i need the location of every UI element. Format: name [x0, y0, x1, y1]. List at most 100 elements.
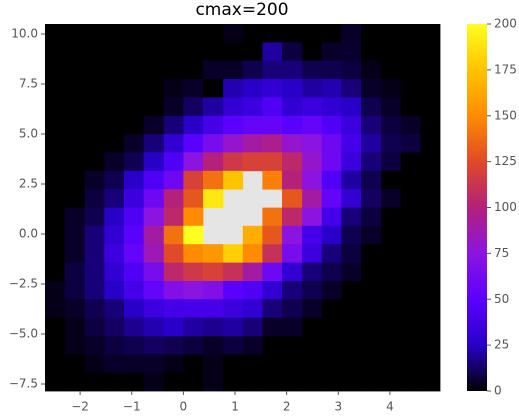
heat-cell: [183, 152, 204, 172]
heat-cell: [45, 281, 66, 300]
heat-cell: [124, 152, 145, 172]
heat-cell: [282, 152, 303, 172]
heat-cell: [242, 354, 263, 373]
heat-cell: [84, 42, 105, 61]
heat-cell: [84, 152, 105, 172]
colorbar-tick-label: 25: [494, 338, 509, 352]
heat-cell: [223, 79, 244, 98]
heat-cell: [64, 115, 86, 135]
heat-cell: [183, 170, 204, 190]
heat-cell: [400, 79, 421, 98]
x-tick-label: 1: [231, 400, 239, 414]
heat-cell: [361, 262, 382, 282]
heat-cell: [84, 225, 105, 245]
heat-cell: [381, 336, 402, 355]
heat-cell: [143, 152, 165, 172]
heat-cell: [45, 225, 66, 245]
heat-cell: [183, 24, 204, 43]
heat-cell: [242, 152, 263, 172]
heat-cell: [203, 97, 224, 117]
heat-cell: [143, 170, 165, 190]
heat-cell: [124, 262, 145, 282]
heat-cell: [341, 152, 362, 172]
heat-cell: [282, 79, 303, 98]
heat-cell: [104, 170, 125, 190]
heat-cell: [223, 244, 244, 263]
heat-cell: [420, 170, 441, 190]
heat-cell: [84, 97, 105, 117]
heat-cell: [45, 317, 66, 337]
heat-cell: [381, 189, 402, 208]
heat-cell: [361, 372, 382, 392]
heat-cell: [45, 207, 66, 227]
heat-cell: [282, 42, 303, 61]
heat-cell: [45, 336, 66, 355]
heat-cell: [223, 97, 244, 117]
heat-cell: [420, 97, 441, 117]
heat-cell: [183, 317, 204, 337]
heat-cell: [341, 79, 362, 98]
heat-cell: [183, 207, 204, 227]
heat-cell: [400, 189, 421, 208]
x-tick-label: −2: [71, 400, 89, 414]
heat-cell: [381, 244, 402, 263]
heat-cell: [420, 244, 441, 263]
heat-cell: [124, 299, 145, 318]
heat-cell: [262, 24, 283, 43]
heat-cell: [163, 189, 184, 208]
heat-cell: [84, 24, 105, 43]
heat-cell: [381, 24, 402, 43]
heat-cell: [420, 225, 441, 245]
heat-cell: [341, 115, 362, 135]
heat-cell: [282, 207, 303, 227]
heat-cell: [223, 317, 244, 337]
heat-cell: [321, 207, 342, 227]
heat-cell: [282, 170, 303, 190]
heat-cell: [64, 97, 86, 117]
heat-cell: [262, 262, 283, 282]
heat-cell: [203, 24, 224, 43]
heat-cell: [400, 225, 421, 245]
heat-cell: [84, 207, 105, 227]
heat-cell: [45, 244, 66, 263]
heat-cell: [203, 152, 224, 172]
heat-cell: [302, 281, 323, 300]
x-tick-label: 3: [334, 400, 342, 414]
heat-cell: [143, 281, 165, 300]
heat-cell: [223, 134, 244, 153]
heat-cell: [143, 115, 165, 135]
heat-cell: [341, 336, 362, 355]
heat-cell: [104, 281, 125, 300]
heat-cell: [143, 24, 165, 43]
heat-cell: [223, 281, 244, 300]
heat-cell: [361, 97, 382, 117]
heat-cell: [163, 262, 184, 282]
heat-cell: [143, 225, 165, 245]
heat-cell: [361, 299, 382, 318]
heat-cell: [321, 354, 342, 373]
heat-cell: [341, 354, 362, 373]
heat-cell: [64, 354, 86, 373]
heat-cell: [84, 244, 105, 263]
heat-cell: [302, 97, 323, 117]
heat-cell: [321, 225, 342, 245]
x-tick-label: −1: [123, 400, 141, 414]
heat-cell: [45, 134, 66, 153]
heat-cell: [183, 42, 204, 61]
heat-cell: [321, 189, 342, 208]
x-tick-label: 2: [283, 400, 291, 414]
heat-cell: [163, 115, 184, 135]
heat-cell: [163, 372, 184, 392]
heat-cell: [45, 60, 66, 80]
heat-cell: [45, 170, 66, 190]
heat-cell: [341, 134, 362, 153]
heat-cell: [400, 207, 421, 227]
heat-cell: [84, 354, 105, 373]
heat-cell: [143, 262, 165, 282]
heat-cell: [143, 42, 165, 61]
heat-cell: [45, 79, 66, 98]
heat-cell: [163, 244, 184, 263]
heat-cell: [400, 60, 421, 80]
heat-cell: [203, 189, 224, 208]
heat-cell: [361, 244, 382, 263]
